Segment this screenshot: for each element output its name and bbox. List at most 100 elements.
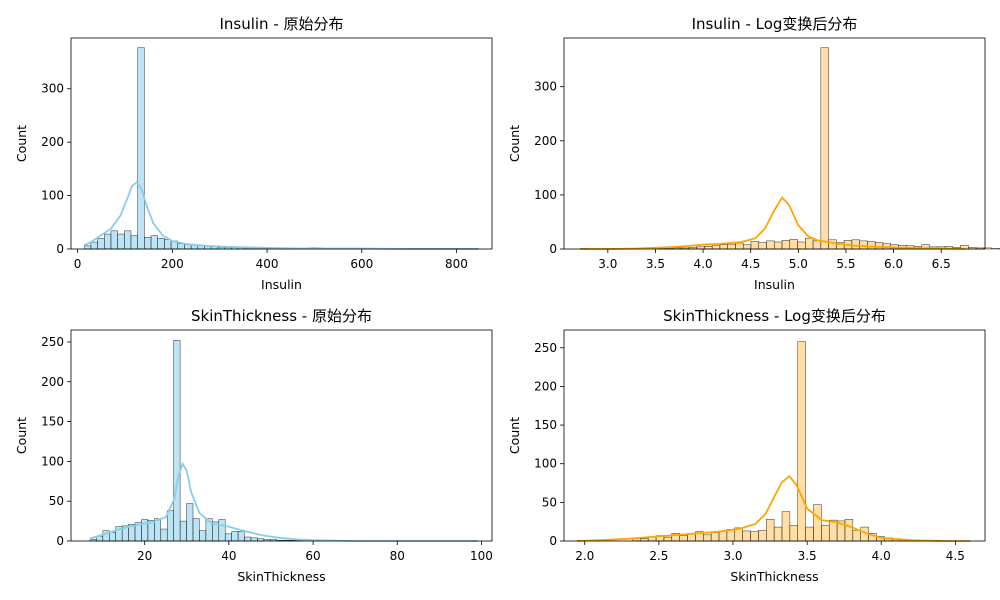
histogram-bar	[177, 243, 185, 250]
histogram-bar	[821, 525, 830, 542]
y-tick-label: 200	[41, 135, 64, 149]
histogram-bar	[150, 235, 158, 250]
x-tick-label: 20	[137, 549, 152, 563]
kde-line	[580, 196, 966, 250]
x-tick-label: 60	[305, 549, 320, 563]
x-tick-label: 4.0	[872, 549, 891, 563]
x-tick-label: 3.0	[723, 549, 742, 563]
histogram-bar	[727, 243, 736, 250]
histogram-bar	[164, 239, 172, 250]
histogram-bar	[250, 537, 258, 542]
axes-frame	[563, 37, 986, 250]
x-tick-label: 5.5	[836, 257, 855, 271]
x-tick-label: 400	[256, 257, 279, 271]
y-tick-label: 200	[534, 379, 557, 393]
histogram-bar	[157, 238, 165, 250]
chart-title: Insulin - Log变换后分布	[692, 15, 858, 33]
histogram-bar	[710, 532, 720, 542]
bars	[84, 47, 479, 250]
x-tick-label: 0	[74, 257, 82, 271]
chart-2: 3.0 3.5 4.0 4.5 5.0 5.5 6.0 6.5 0 100 200 300 Insuli…	[507, 15, 1000, 292]
histogram-bar	[789, 239, 798, 250]
chart-4: 2.0 2.5 3.0 3.5 4.0 4.5 0 50 100 150 200 250 SkinThi…	[507, 307, 986, 584]
histogram-bar	[742, 530, 751, 542]
bars	[89, 340, 303, 542]
histogram-bar	[859, 240, 868, 250]
histogram-bar	[789, 525, 798, 542]
chart-title: SkinThickness - 原始分布	[191, 307, 372, 325]
histogram-bar	[773, 526, 783, 542]
histogram-bar	[166, 510, 174, 542]
histogram-bar	[244, 536, 252, 542]
y-axis-label: Count	[507, 417, 522, 454]
x-tick-label: 3.5	[646, 257, 665, 271]
axes-frame	[70, 329, 493, 542]
histogram-bar	[805, 526, 814, 542]
x-axis-label: SkinThickness	[237, 569, 325, 584]
histogram-bar	[186, 503, 194, 542]
chart-3: 20 40 60 80 100 0 50 100 150 200 250 SkinThickness …	[14, 307, 493, 584]
x-tick-label: 4.0	[694, 257, 713, 271]
chart-title: Insulin - 原始分布	[219, 15, 343, 33]
y-tick-label: 100	[534, 457, 557, 471]
histogram-bar	[991, 248, 1000, 250]
histogram-bar	[224, 533, 232, 542]
y-tick-label: 0	[549, 242, 557, 256]
histogram-bar	[130, 235, 138, 250]
histogram-bar	[820, 47, 829, 250]
x-tick-label: 100	[470, 549, 493, 563]
histogram-bar	[781, 240, 791, 250]
histogram-bar	[173, 340, 181, 542]
histogram-bar	[711, 245, 721, 250]
x-tick-label: 4.5	[946, 549, 965, 563]
x-tick-label: 800	[445, 257, 468, 271]
x-tick-label: 2.0	[575, 549, 594, 563]
histogram-bar	[97, 238, 105, 250]
histogram-bar	[797, 241, 806, 250]
histogram-bar	[867, 241, 876, 250]
x-tick-label: 6.0	[884, 257, 903, 271]
y-tick-label: 100	[41, 454, 64, 468]
histogram-bar	[704, 246, 713, 250]
histogram-bar	[84, 245, 92, 250]
histogram-bar	[766, 240, 775, 250]
histogram-bar	[805, 237, 814, 250]
y-tick-label: 250	[41, 335, 64, 349]
histogram-bar	[797, 341, 806, 542]
y-axis-label: Count	[507, 125, 522, 162]
y-axis-label: Count	[14, 417, 29, 454]
x-axis-label: Insulin	[261, 277, 302, 292]
histogram-bar	[735, 242, 744, 250]
y-tick-label: 0	[56, 242, 64, 256]
x-tick-label: 3.0	[598, 257, 617, 271]
x-tick-label: 200	[161, 257, 184, 271]
x-tick-label: 600	[350, 257, 373, 271]
y-tick-label: 50	[49, 494, 64, 508]
axes-frame	[563, 329, 986, 542]
histogram-bar	[703, 534, 712, 542]
histogram-bar	[844, 519, 854, 542]
x-tick-label: 2.5	[649, 549, 668, 563]
x-tick-label: 40	[221, 549, 236, 563]
bars	[579, 47, 1000, 250]
y-tick-label: 300	[41, 82, 64, 96]
histogram-bar	[237, 531, 245, 542]
kde-line	[83, 180, 478, 250]
histogram-bar	[766, 519, 775, 542]
histogram-bar	[90, 241, 98, 250]
bars	[577, 341, 940, 542]
histogram-bar	[750, 241, 759, 250]
histogram-bar	[154, 518, 162, 542]
histogram-bar	[812, 240, 822, 250]
histogram-bar	[160, 528, 168, 542]
histogram-bar	[218, 519, 226, 542]
histogram-bar	[758, 242, 767, 250]
x-tick-label: 4.5	[741, 257, 760, 271]
y-tick-label: 200	[41, 375, 64, 389]
histogram-bar	[719, 244, 728, 250]
histogram-bar	[144, 236, 152, 250]
x-tick-label: 6.5	[932, 257, 951, 271]
histogram-bar	[179, 520, 187, 542]
histogram-bar	[137, 47, 145, 250]
y-tick-label: 150	[41, 415, 64, 429]
